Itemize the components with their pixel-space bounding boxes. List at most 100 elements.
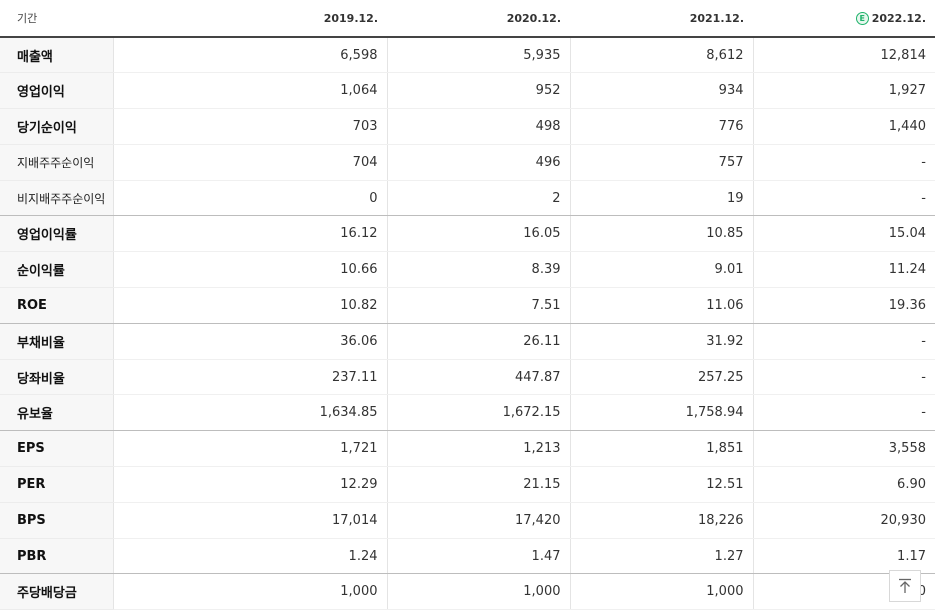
- table-row: 당기순이익 703 498 776 1,440: [0, 108, 935, 145]
- table-cell: -: [752, 394, 935, 432]
- table-row: 순이익률 10.66 8.39 9.01 11.24: [0, 251, 935, 289]
- table-cell: 10.85: [569, 215, 753, 253]
- table-cell: 447.87: [386, 359, 570, 396]
- table-cell: 10.82: [112, 287, 387, 324]
- table-cell: 11.06: [569, 287, 753, 324]
- table-cell: 3,558: [752, 430, 935, 468]
- period-header-2022: E 2022.12.: [753, 0, 935, 38]
- table-row: BPS 17,014 17,420 18,226 20,930: [0, 502, 935, 539]
- table-cell: 1,672.15: [386, 394, 570, 432]
- period-header-label: 기간: [0, 0, 113, 38]
- header-row: 기간 2019.12. 2020.12. 2021.12. E 2022.12.: [0, 0, 935, 38]
- table-cell: 952: [386, 72, 570, 110]
- table-row: 비지배주주순이익 0 2 19-: [0, 180, 935, 217]
- row-label: 영업이익: [0, 72, 113, 110]
- table-cell: 237.11: [112, 359, 387, 396]
- row-label: ROE: [0, 287, 113, 324]
- table-cell: 9.01: [569, 251, 753, 289]
- table-row: 매출액 6,598 5,935 8,612 12,814: [0, 37, 935, 74]
- table-cell: 1.47: [386, 538, 570, 575]
- period-header-2020: 2020.12.: [387, 0, 570, 38]
- table-cell: 498: [386, 108, 570, 145]
- period-header-2019: 2019.12.: [113, 0, 387, 38]
- row-label: PBR: [0, 538, 113, 575]
- table-cell: 1,000: [569, 573, 753, 610]
- table-cell: -: [752, 144, 935, 181]
- table-row: ROE 10.82 7.51 11.06 19.36: [0, 287, 935, 324]
- table-cell: 1,064: [112, 72, 387, 110]
- table-row: 당좌비율 237.11 447.87 257.25-: [0, 359, 935, 396]
- row-label: 당기순이익: [0, 108, 113, 145]
- table-cell: 1,927: [752, 72, 935, 110]
- table-cell: 496: [386, 144, 570, 181]
- table-cell: 0: [112, 180, 387, 217]
- table-row: EPS 1,721 1,213 1,851 3,558: [0, 430, 935, 468]
- table-cell: 17,014: [112, 502, 387, 539]
- table-cell: 15.04: [752, 215, 935, 253]
- table-cell: 19: [569, 180, 753, 217]
- table-cell: 704: [112, 144, 387, 181]
- row-label: PER: [0, 466, 113, 503]
- table-cell: 6,598: [112, 37, 387, 74]
- table-cell: 1,213: [386, 430, 570, 468]
- table-row: 영업이익률 16.12 16.05 10.85 15.04: [0, 215, 935, 253]
- table-row: 지배주주순이익 704 496 757-: [0, 144, 935, 181]
- table-cell: 1.17: [752, 538, 935, 575]
- table-cell: 1,634.85: [112, 394, 387, 432]
- table-cell: 7.51: [386, 287, 570, 324]
- table-cell: 18,226: [569, 502, 753, 539]
- table-row: 영업이익 1,064 952 934 1,927: [0, 72, 935, 110]
- table-cell: 36.06: [112, 323, 387, 360]
- table-row: PER 12.29 21.15 12.51 6.90: [0, 466, 935, 503]
- table-cell: -: [752, 323, 935, 360]
- table-cell: 31.92: [569, 323, 753, 360]
- table-cell: 10.66: [112, 251, 387, 289]
- row-label: 주당배당금: [0, 573, 113, 610]
- table-cell: 1,758.94: [569, 394, 753, 432]
- row-label: 매출액: [0, 37, 113, 74]
- table-cell: 1.24: [112, 538, 387, 575]
- table-cell: 20,930: [752, 502, 935, 539]
- table-row: 부채비율 36.06 26.11 31.92-: [0, 323, 935, 360]
- table-cell: 703: [112, 108, 387, 145]
- table-cell: 8,612: [569, 37, 753, 74]
- table-cell: 1.27: [569, 538, 753, 575]
- table-cell: 1,000: [386, 573, 570, 610]
- table-cell: 26.11: [386, 323, 570, 360]
- row-label: EPS: [0, 430, 113, 468]
- table-cell: 12.51: [569, 466, 753, 503]
- table-cell: 19.36: [752, 287, 935, 324]
- table-cell: 16.05: [386, 215, 570, 253]
- row-label: 부채비율: [0, 323, 113, 360]
- table-cell: 12,814: [752, 37, 935, 74]
- row-label: 영업이익률: [0, 215, 113, 253]
- table-cell: 17,420: [386, 502, 570, 539]
- table-cell: 1,000: [112, 573, 387, 610]
- table-cell: 8.39: [386, 251, 570, 289]
- table-cell: 11.24: [752, 251, 935, 289]
- table-cell: 16.12: [112, 215, 387, 253]
- table-row: 유보율 1,634.85 1,672.15 1,758.94-: [0, 394, 935, 432]
- table-cell: 5,935: [386, 37, 570, 74]
- table-cell: 2: [386, 180, 570, 217]
- table-cell: 21.15: [386, 466, 570, 503]
- table-cell: -: [752, 359, 935, 396]
- row-label: 비지배주주순이익: [0, 180, 113, 217]
- scroll-to-top-button[interactable]: [889, 570, 921, 602]
- arrow-up-to-top-icon: [899, 578, 911, 593]
- row-label: BPS: [0, 502, 113, 539]
- row-label: 순이익률: [0, 251, 113, 289]
- row-label: 당좌비율: [0, 359, 113, 396]
- estimate-icon: E: [855, 11, 869, 25]
- table-cell: 12.29: [112, 466, 387, 503]
- table-cell: 934: [569, 72, 753, 110]
- table-cell: 257.25: [569, 359, 753, 396]
- table-cell: -: [752, 180, 935, 217]
- period-header-2021: 2021.12.: [570, 0, 753, 38]
- table-row: PBR 1.24 1.47 1.27 1.17: [0, 538, 935, 575]
- table-cell: 1,721: [112, 430, 387, 468]
- table-cell: 776: [569, 108, 753, 145]
- table-cell: 1,440: [752, 108, 935, 145]
